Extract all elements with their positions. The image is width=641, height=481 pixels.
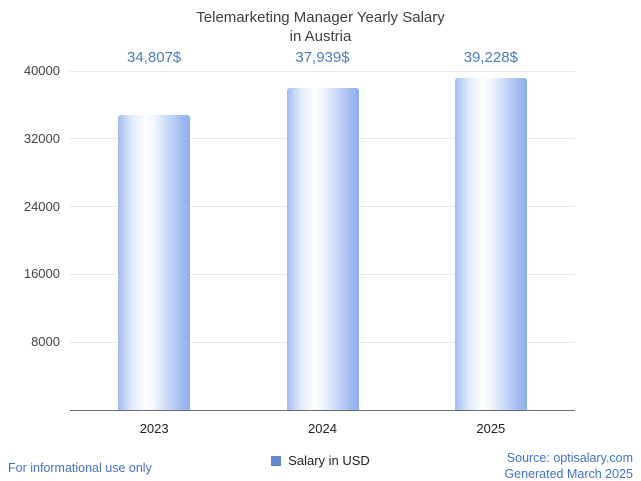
disclaimer-text: For informational use only <box>8 461 152 475</box>
bar-2025 <box>454 77 527 410</box>
y-axis-tick-label: 32000 <box>23 130 60 146</box>
legend-marker-icon <box>271 455 282 466</box>
y-axis-tick-label: 8000 <box>31 334 60 350</box>
chart-title-line2: in Austria <box>289 28 352 45</box>
y-axis-tick-label: 16000 <box>23 266 60 282</box>
generated-date: Generated March 2025 <box>504 467 633 481</box>
chart-title: Telemarketing Manager Yearly Salary in A… <box>0 8 641 46</box>
y-axis-tick-label: 40000 <box>23 63 60 78</box>
bar-value-label-2023: 34,807$ <box>127 49 182 66</box>
bar-value-label-2025: 39,228$ <box>463 49 518 66</box>
legend-label: Salary in USD <box>288 453 370 468</box>
bar-2024 <box>286 88 359 410</box>
x-axis-tick-label-2023: 2023 <box>139 421 169 436</box>
chart-legend: Salary in USD <box>0 453 641 468</box>
bar-2023 <box>118 115 191 410</box>
source-link[interactable]: Source: optisalary.com <box>506 451 633 465</box>
source-block: Source: optisalary.com Generated March 2… <box>504 450 633 481</box>
y-axis-tick-label: 24000 <box>23 198 60 214</box>
bar-value-label-2024: 37,939$ <box>295 49 350 66</box>
gridline <box>70 70 575 72</box>
x-axis-tick-label-2025: 2025 <box>476 421 506 436</box>
x-axis-tick-label-2024: 2024 <box>308 421 337 436</box>
plot-area: 8000 16000 24000 32000 40000 34,807$ 2023 37,93… <box>24 49 575 436</box>
chart-title-line1: Telemarketing Manager Yearly Salary <box>196 9 445 26</box>
